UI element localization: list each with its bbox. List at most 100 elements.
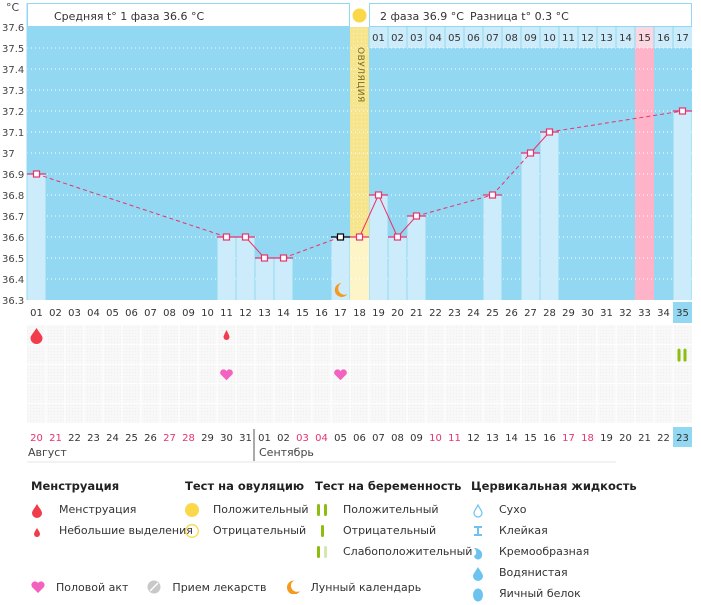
y-tick-label: 37.1 bbox=[2, 128, 24, 139]
date-label: 06 bbox=[353, 433, 366, 444]
y-tick-label: 36.6 bbox=[2, 233, 24, 244]
temperature-segment bbox=[378, 194, 398, 238]
unit-label: °C bbox=[6, 1, 20, 14]
weekend-date-label: 28 bbox=[182, 433, 195, 444]
y-tick-label: 36.5 bbox=[2, 254, 24, 265]
cycle-day-label: 10 bbox=[201, 308, 214, 319]
month-august: Август bbox=[28, 446, 67, 459]
date-label: 23 bbox=[676, 433, 689, 444]
date-label: 20 bbox=[619, 433, 632, 444]
cycle-day-label: 03 bbox=[68, 308, 81, 319]
temperature-bar bbox=[255, 258, 274, 300]
legend-pregnancy-test: Тест на беременность Положительный Отриц… bbox=[315, 479, 472, 562]
blood-drop-icon bbox=[31, 502, 53, 518]
small-blood-drop-icon bbox=[31, 523, 53, 539]
legend-menstruation: Менструация Менструация Небольшие выделе… bbox=[31, 479, 193, 541]
temperature-bar bbox=[217, 237, 236, 300]
temperature-point bbox=[336, 233, 345, 241]
ovulation-bar bbox=[350, 237, 369, 300]
cycle-day-label: 13 bbox=[258, 308, 271, 319]
y-tick-label: 36.3 bbox=[2, 296, 24, 307]
temperature-bar bbox=[27, 174, 46, 300]
weekend-date-label: 17 bbox=[562, 433, 575, 444]
phase2-day-label: 10 bbox=[543, 33, 556, 44]
cycle-day-label: 09 bbox=[182, 308, 195, 319]
temperature-bar bbox=[483, 195, 502, 300]
y-tick-label: 37 bbox=[2, 149, 15, 160]
date-label: 21 bbox=[638, 433, 651, 444]
temperature-point bbox=[241, 233, 250, 241]
temperature-bar bbox=[540, 132, 559, 300]
pregnancy-weak-icon bbox=[315, 544, 337, 560]
temperature-point bbox=[355, 233, 364, 241]
creamy-icon bbox=[471, 544, 493, 560]
y-tick-label: 37.3 bbox=[2, 86, 24, 97]
cycle-day-label: 17 bbox=[334, 308, 347, 319]
cycle-day-label: 18 bbox=[353, 308, 366, 319]
cycle-day-label: 28 bbox=[543, 308, 556, 319]
temperature-segment bbox=[416, 194, 493, 217]
cycle-day-label: 32 bbox=[619, 308, 632, 319]
ovulation-positive-icon bbox=[185, 502, 207, 518]
cycle-day-label: 02 bbox=[49, 308, 62, 319]
y-tick-label: 37.2 bbox=[2, 107, 24, 118]
temperature-point bbox=[279, 254, 288, 262]
phase2-day-label: 03 bbox=[410, 33, 423, 44]
weekend-date-label: 11 bbox=[448, 433, 461, 444]
egg-white-icon bbox=[471, 586, 493, 602]
y-tick-label: 37.6 bbox=[2, 23, 24, 34]
cycle-day-label: 22 bbox=[429, 308, 442, 319]
legend-item-pregnancy-negative: Отрицательный bbox=[315, 520, 472, 541]
date-label: 16 bbox=[543, 433, 556, 444]
cycle-day-label: 21 bbox=[410, 308, 423, 319]
cycle-day-label: 26 bbox=[505, 308, 518, 319]
pregnancy-positive-icon bbox=[315, 502, 337, 518]
temperature-point bbox=[260, 254, 269, 262]
temperature-point bbox=[222, 233, 231, 241]
phase2-day-label: 14 bbox=[619, 33, 632, 44]
legend-item-intercourse: Половой акт bbox=[30, 580, 128, 594]
legend-cervical-title: Цервикальная жидкость bbox=[471, 479, 637, 493]
month-september: Сентябрь bbox=[259, 446, 314, 459]
y-tick-label: 36.9 bbox=[2, 170, 24, 181]
phase2-day-label: 08 bbox=[505, 33, 518, 44]
weekend-date-label: 21 bbox=[49, 433, 62, 444]
date-label: 01 bbox=[258, 433, 271, 444]
temperature-segment bbox=[36, 173, 227, 238]
legend-item-eggwhite: Яичный белок bbox=[471, 583, 637, 604]
legend-item-dry: Сухо bbox=[471, 499, 637, 520]
phase2-day-row bbox=[369, 27, 692, 48]
legend-cervical: Цервикальная жидкость Сухо Клейкая Кремо… bbox=[471, 479, 637, 604]
cycle-day-label: 29 bbox=[562, 308, 575, 319]
cycle-day-label: 12 bbox=[239, 308, 252, 319]
temperature-bar bbox=[369, 195, 388, 300]
today-marker bbox=[673, 302, 692, 323]
date-label: 30 bbox=[220, 433, 233, 444]
phase2-average: 2 фаза 36.9 °C bbox=[380, 10, 464, 23]
date-label: 24 bbox=[106, 433, 119, 444]
cycle-day-label: 20 bbox=[391, 308, 404, 319]
phase2-day-label: 09 bbox=[524, 33, 537, 44]
ovulation-negative-icon bbox=[185, 523, 207, 539]
ovulation-sun-icon bbox=[352, 8, 367, 23]
phase2-day-label: 15 bbox=[638, 33, 651, 44]
sticky-icon bbox=[471, 523, 493, 539]
pill-icon bbox=[146, 580, 166, 594]
cycle-day-label: 30 bbox=[581, 308, 594, 319]
cycle-day-label: 08 bbox=[163, 308, 176, 319]
weekend-date-label: 20 bbox=[30, 433, 43, 444]
phase2-header-box bbox=[369, 3, 692, 27]
temperature-segment bbox=[359, 194, 379, 238]
temperature-bar bbox=[521, 153, 540, 300]
date-label: 09 bbox=[410, 433, 423, 444]
phase2-day-label: 05 bbox=[448, 33, 461, 44]
temperature-bar bbox=[274, 258, 293, 300]
legend-item-menstruation: Менструация bbox=[31, 499, 193, 520]
cycle-day-label: 15 bbox=[296, 308, 309, 319]
temperature-segment bbox=[283, 236, 341, 259]
weekend-date-label: 04 bbox=[315, 433, 328, 444]
phase1-average: Средняя t° 1 фаза 36.6 °C bbox=[54, 10, 205, 23]
temperature-point bbox=[678, 107, 687, 115]
date-label: 15 bbox=[524, 433, 537, 444]
cycle-day-label: 11 bbox=[220, 308, 233, 319]
